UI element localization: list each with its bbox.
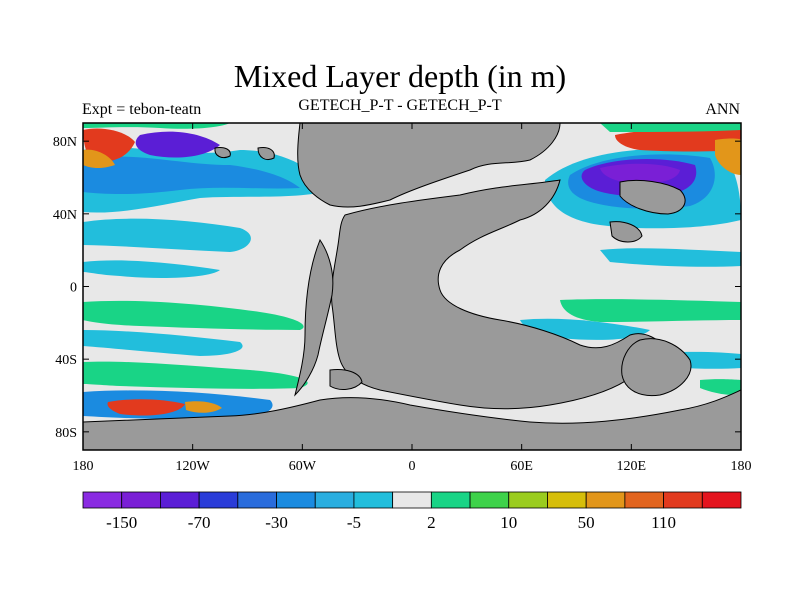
field-southern-ocean-red xyxy=(107,399,185,416)
land-island-west-2 xyxy=(214,147,231,159)
field-nw-pacific-red-top xyxy=(615,128,741,152)
colorbar-swatch xyxy=(121,491,161,509)
field-band-north-pacific-blue xyxy=(83,156,300,195)
colorbar-swatch xyxy=(353,491,394,509)
land-island-east-2 xyxy=(609,221,643,243)
colorbar-swatch xyxy=(237,491,277,509)
colorbar-swatch xyxy=(392,491,432,509)
land-south-america-block xyxy=(294,238,334,397)
colorbar-swatch xyxy=(701,491,742,509)
colorbar-swatch xyxy=(314,491,355,509)
field-nw-pacific-green-top xyxy=(600,123,741,132)
experiment-label: Expt = tebon-teatn xyxy=(82,101,202,118)
field-band-tropical-green xyxy=(83,300,304,330)
colorbar: -150 -70 -30 -5 2 10 50 110 xyxy=(82,491,742,532)
colorbar-swatch xyxy=(469,491,510,509)
colorbar-swatch xyxy=(276,491,316,509)
colorbar-label: 10 xyxy=(500,513,517,532)
field-nw-pacific-violet xyxy=(600,163,680,184)
colorbar-swatch xyxy=(430,491,471,509)
colorbar-swatch xyxy=(547,491,587,509)
field-band-subtropic-cyan xyxy=(83,260,220,278)
colorbar-swatch xyxy=(663,491,703,509)
colorbar-swatch xyxy=(160,491,200,509)
field-nw-pacific-orange xyxy=(715,138,741,175)
field-southern-ocean-orange xyxy=(185,401,222,413)
lon-tick-label: 60E xyxy=(510,459,533,474)
season-label: ANN xyxy=(705,101,740,118)
map-title: Mixed Layer depth (in m) xyxy=(233,58,567,94)
field-band-tropical-cyan xyxy=(83,330,243,356)
field-north-pacific-orange xyxy=(83,149,115,169)
lon-tick-label: 120E xyxy=(617,459,647,474)
axes: 180 120W 60W 0 60E 120E 180 80N 40N 0 40S 80S xyxy=(53,123,752,474)
colorbar-label: 50 xyxy=(578,513,595,532)
map-plot-area xyxy=(83,123,741,450)
comparison-label: GETECH_P-T - GETECH_P-T xyxy=(298,97,502,114)
land-southwest-inlet xyxy=(329,369,363,390)
lon-tick-label: 180 xyxy=(73,459,94,474)
lat-tick-label: 40S xyxy=(55,353,77,368)
lon-tick-label: 60W xyxy=(289,459,317,474)
colorbar-swatch xyxy=(82,491,123,509)
lon-tick-label: 0 xyxy=(409,459,416,474)
colorbar-label: -5 xyxy=(347,513,361,532)
land-north-continent xyxy=(297,123,561,208)
colorbar-label: -70 xyxy=(188,513,211,532)
land-island-east-1 xyxy=(619,179,686,215)
colorbar-label: 2 xyxy=(427,513,436,532)
land-south-polar xyxy=(83,389,741,450)
lat-tick-label: 80S xyxy=(55,426,77,441)
field-band-mid-pacific-cyan xyxy=(83,218,251,252)
land-supercontinent xyxy=(331,179,669,410)
lon-tick-label: 120W xyxy=(176,459,211,474)
colorbar-label: -30 xyxy=(265,513,288,532)
land-east-peninsula xyxy=(621,338,692,397)
lat-tick-label: 0 xyxy=(70,281,77,296)
lon-tick-label: 180 xyxy=(731,459,752,474)
field-north-pacific-purple xyxy=(135,131,220,158)
field-north-pacific-green xyxy=(83,123,230,129)
field-band-east-green-low xyxy=(700,379,741,396)
land-island-west-1 xyxy=(257,147,275,161)
lat-tick-label: 40N xyxy=(53,208,77,223)
colorbar-label: -150 xyxy=(106,513,137,532)
field-band-southern-green xyxy=(83,361,308,389)
colorbar-label: 110 xyxy=(651,513,676,532)
land-masses xyxy=(83,123,741,450)
field-band-east-cyan-mid xyxy=(600,248,741,267)
colorbar-swatch xyxy=(508,491,548,509)
field-band-indian-green xyxy=(560,299,741,322)
colorbar-swatch xyxy=(198,491,239,509)
colorbar-swatch xyxy=(624,491,664,509)
lat-tick-label: 80N xyxy=(53,135,77,150)
colorbar-swatch xyxy=(585,491,626,509)
